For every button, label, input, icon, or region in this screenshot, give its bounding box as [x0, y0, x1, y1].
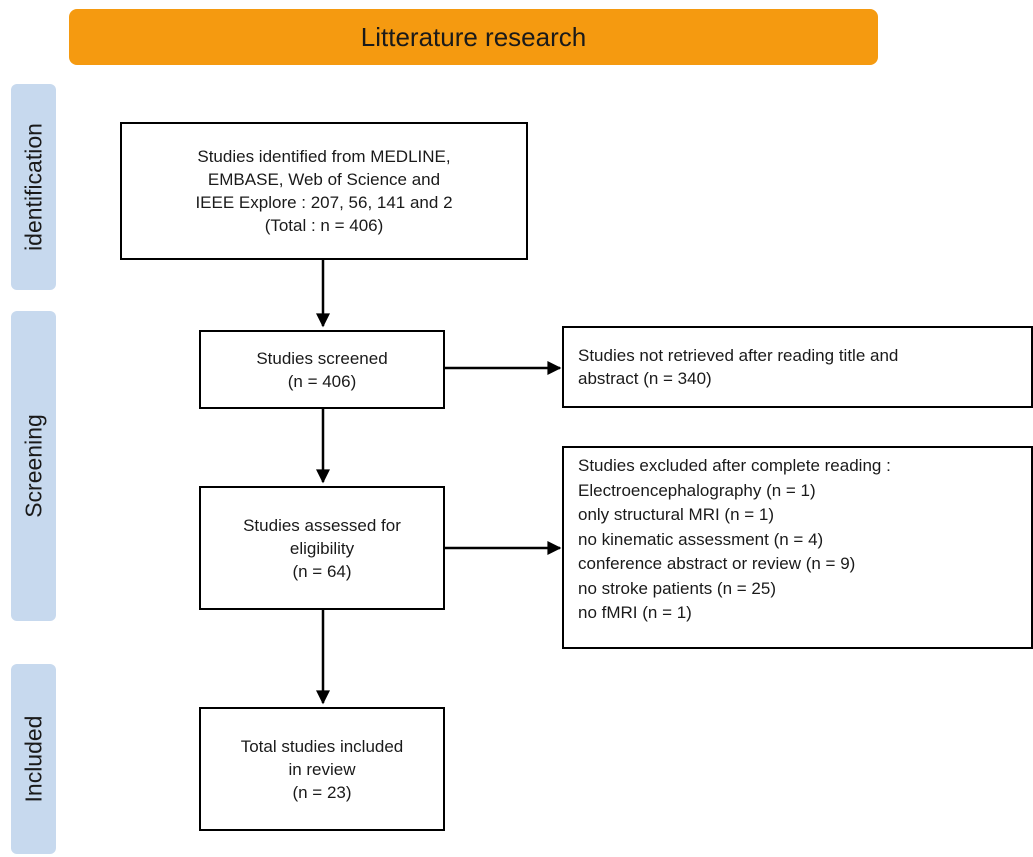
box-included-text: Total studies included in review (n = 23…: [240, 736, 404, 802]
box-included: Total studies included in review (n = 23…: [199, 707, 445, 831]
box-screened: Studies screened (n = 406): [199, 330, 445, 409]
diagram-title-banner: Litterature research: [69, 9, 878, 65]
box-excluded-text: Studies excluded after complete reading …: [578, 456, 891, 622]
phase-included: Included: [11, 664, 56, 854]
diagram-title: Litterature research: [360, 21, 587, 52]
phase-screening: Screening: [11, 311, 56, 621]
phase-identification: identification: [11, 84, 56, 290]
box-identified: Studies identified from MEDLINE, EMBASE,…: [120, 122, 528, 260]
box-not-retrieved: Studies not retrieved after reading titl…: [562, 326, 1033, 408]
box-assessed-text: Studies assessed for eligibility (n = 64…: [243, 515, 401, 581]
box-assessed: Studies assessed for eligibility (n = 64…: [199, 486, 445, 610]
box-identified-text: Studies identified from MEDLINE, EMBASE,…: [195, 147, 453, 235]
box-screened-text: Studies screened (n = 406): [256, 348, 388, 391]
box-excluded: Studies excluded after complete reading …: [562, 446, 1033, 649]
box-not-retrieved-text: Studies not retrieved after reading titl…: [578, 346, 899, 388]
